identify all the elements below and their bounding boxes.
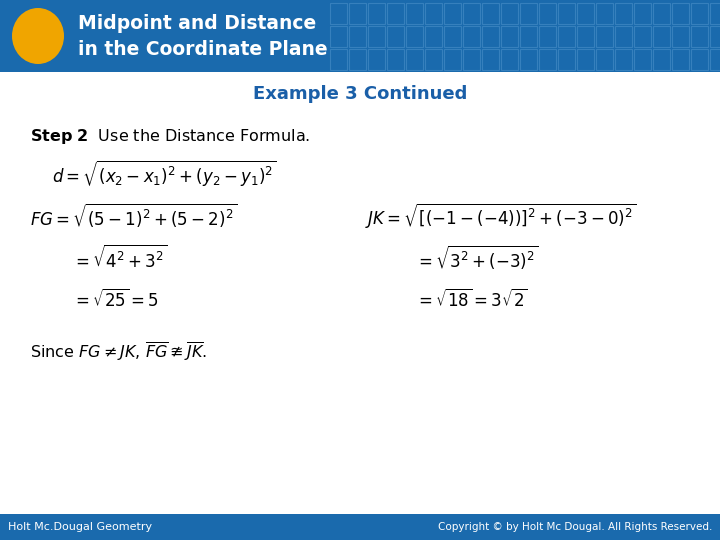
Bar xyxy=(501,49,518,70)
Bar xyxy=(0,514,720,540)
Text: Midpoint and Distance: Midpoint and Distance xyxy=(78,14,316,33)
Bar xyxy=(349,3,366,24)
Bar xyxy=(444,3,461,24)
Bar xyxy=(387,3,404,24)
Bar xyxy=(539,3,556,24)
Bar xyxy=(691,26,708,47)
Bar xyxy=(463,3,480,24)
Bar xyxy=(558,3,575,24)
Bar xyxy=(634,3,651,24)
Bar xyxy=(0,0,720,72)
Bar xyxy=(425,3,442,24)
Bar xyxy=(672,49,689,70)
Bar xyxy=(653,26,670,47)
Text: $d = \sqrt{\left(x_2 - x_1\right)^2 + \left(y_2 - y_1\right)^2}$: $d = \sqrt{\left(x_2 - x_1\right)^2 + \l… xyxy=(52,159,277,189)
Text: Since $FG \neq JK$, $\overline{FG} \ncong \overline{JK}$.: Since $FG \neq JK$, $\overline{FG} \ncon… xyxy=(30,341,207,363)
Bar xyxy=(425,49,442,70)
Bar xyxy=(615,3,632,24)
Bar xyxy=(615,49,632,70)
Bar xyxy=(672,3,689,24)
Bar xyxy=(577,26,594,47)
Text: $= \sqrt{3^2 + \left(-3\right)^2}$: $= \sqrt{3^2 + \left(-3\right)^2}$ xyxy=(415,244,539,272)
Text: $JK = \sqrt{\left[\left(-1 - \left(-4\right)\right)\right]^2 + \left(-3 - 0\righ: $JK = \sqrt{\left[\left(-1 - \left(-4\ri… xyxy=(365,201,636,231)
Text: in the Coordinate Plane: in the Coordinate Plane xyxy=(78,40,328,59)
Bar xyxy=(520,49,537,70)
Bar xyxy=(406,26,423,47)
Bar xyxy=(463,49,480,70)
Bar xyxy=(330,49,347,70)
Bar xyxy=(596,26,613,47)
Bar xyxy=(577,3,594,24)
Bar xyxy=(577,49,594,70)
Ellipse shape xyxy=(12,8,64,64)
Bar xyxy=(349,26,366,47)
Bar xyxy=(501,26,518,47)
Bar xyxy=(539,26,556,47)
Bar xyxy=(482,26,499,47)
Bar xyxy=(596,49,613,70)
Bar xyxy=(653,3,670,24)
Text: $\mathbf{Step\ 2}$  Use the Distance Formula.: $\mathbf{Step\ 2}$ Use the Distance Form… xyxy=(30,126,310,145)
Bar xyxy=(615,26,632,47)
Bar xyxy=(520,3,537,24)
Bar xyxy=(463,26,480,47)
Bar xyxy=(387,49,404,70)
Bar xyxy=(368,49,385,70)
Bar xyxy=(558,49,575,70)
Bar xyxy=(482,3,499,24)
Text: Example 3 Continued: Example 3 Continued xyxy=(253,85,467,103)
Bar xyxy=(596,3,613,24)
Bar xyxy=(691,3,708,24)
Bar xyxy=(444,26,461,47)
Bar xyxy=(634,26,651,47)
Bar xyxy=(387,26,404,47)
Bar xyxy=(444,49,461,70)
Bar xyxy=(368,3,385,24)
Text: $= \sqrt{18} = 3\sqrt{2}$: $= \sqrt{18} = 3\sqrt{2}$ xyxy=(415,289,528,311)
Bar xyxy=(368,26,385,47)
Bar xyxy=(482,49,499,70)
Bar xyxy=(710,3,720,24)
Bar xyxy=(634,49,651,70)
Bar xyxy=(406,3,423,24)
Bar xyxy=(406,49,423,70)
Text: $FG = \sqrt{\left(5 - 1\right)^2 + \left(5 - 2\right)^2}$: $FG = \sqrt{\left(5 - 1\right)^2 + \left… xyxy=(30,202,237,230)
Text: $= \sqrt{4^2 + 3^2}$: $= \sqrt{4^2 + 3^2}$ xyxy=(72,245,168,272)
Bar xyxy=(349,49,366,70)
Bar xyxy=(425,26,442,47)
Bar xyxy=(330,26,347,47)
Text: $= \sqrt{25} = 5$: $= \sqrt{25} = 5$ xyxy=(72,289,159,311)
Bar xyxy=(710,26,720,47)
Bar xyxy=(691,49,708,70)
Bar xyxy=(330,3,347,24)
Bar xyxy=(501,3,518,24)
Bar xyxy=(558,26,575,47)
Bar xyxy=(520,26,537,47)
Bar xyxy=(672,26,689,47)
Text: Holt Mc.Dougal Geometry: Holt Mc.Dougal Geometry xyxy=(8,522,152,532)
Bar xyxy=(710,49,720,70)
Text: Copyright © by Holt Mc Dougal. All Rights Reserved.: Copyright © by Holt Mc Dougal. All Right… xyxy=(438,522,712,532)
Bar xyxy=(539,49,556,70)
Bar xyxy=(653,49,670,70)
